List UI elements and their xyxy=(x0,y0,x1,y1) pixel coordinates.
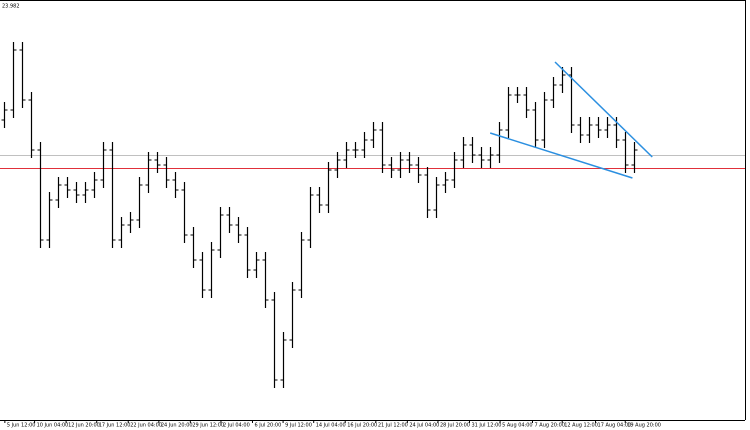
x-tick-label: 5 Jun 12:00 xyxy=(7,423,36,429)
x-tick-label: 5 Aug 04:00 xyxy=(502,423,533,429)
x-tick-label: 14 Jul 04:00 xyxy=(316,423,346,429)
x-tick-label: 10 Jun 04:00 xyxy=(37,423,69,429)
x-tick-label: 28 Jul 20:00 xyxy=(440,423,470,429)
x-tick-label: 19 Aug 20:00 xyxy=(627,423,661,429)
x-tick-label: 24 Jul 04:00 xyxy=(409,423,439,429)
trendline xyxy=(554,61,653,158)
x-tick-label: 9 Jul 12:00 xyxy=(285,423,312,429)
x-tick-label: 31 Jul 12:00 xyxy=(471,423,501,429)
x-tick-label: 17 Jun 12:00 xyxy=(99,423,131,429)
x-tick-label: 21 Jul 12:00 xyxy=(378,423,408,429)
x-tick-label: 12 Aug 12:00 xyxy=(564,423,598,429)
x-tick-label: 16 Jul 20:00 xyxy=(347,423,377,429)
x-tick-label: 2 Jul 04:00 xyxy=(223,423,250,429)
x-tick-label: 24 Jun 20:00 xyxy=(161,423,193,429)
x-tick-label: 29 Jun 12:00 xyxy=(192,423,224,429)
x-tick-label: 6 Jul 20:00 xyxy=(254,423,281,429)
price-label: 23.982 xyxy=(2,4,20,10)
x-tick-label: 22 Jun 04:00 xyxy=(130,423,162,429)
x-tick-label: 17 Aug 04:00 xyxy=(598,423,632,429)
x-tick-label: 7 Aug 20:00 xyxy=(535,423,566,429)
trendline xyxy=(489,132,633,179)
x-tick-label: 12 Jun 20:00 xyxy=(68,423,100,429)
